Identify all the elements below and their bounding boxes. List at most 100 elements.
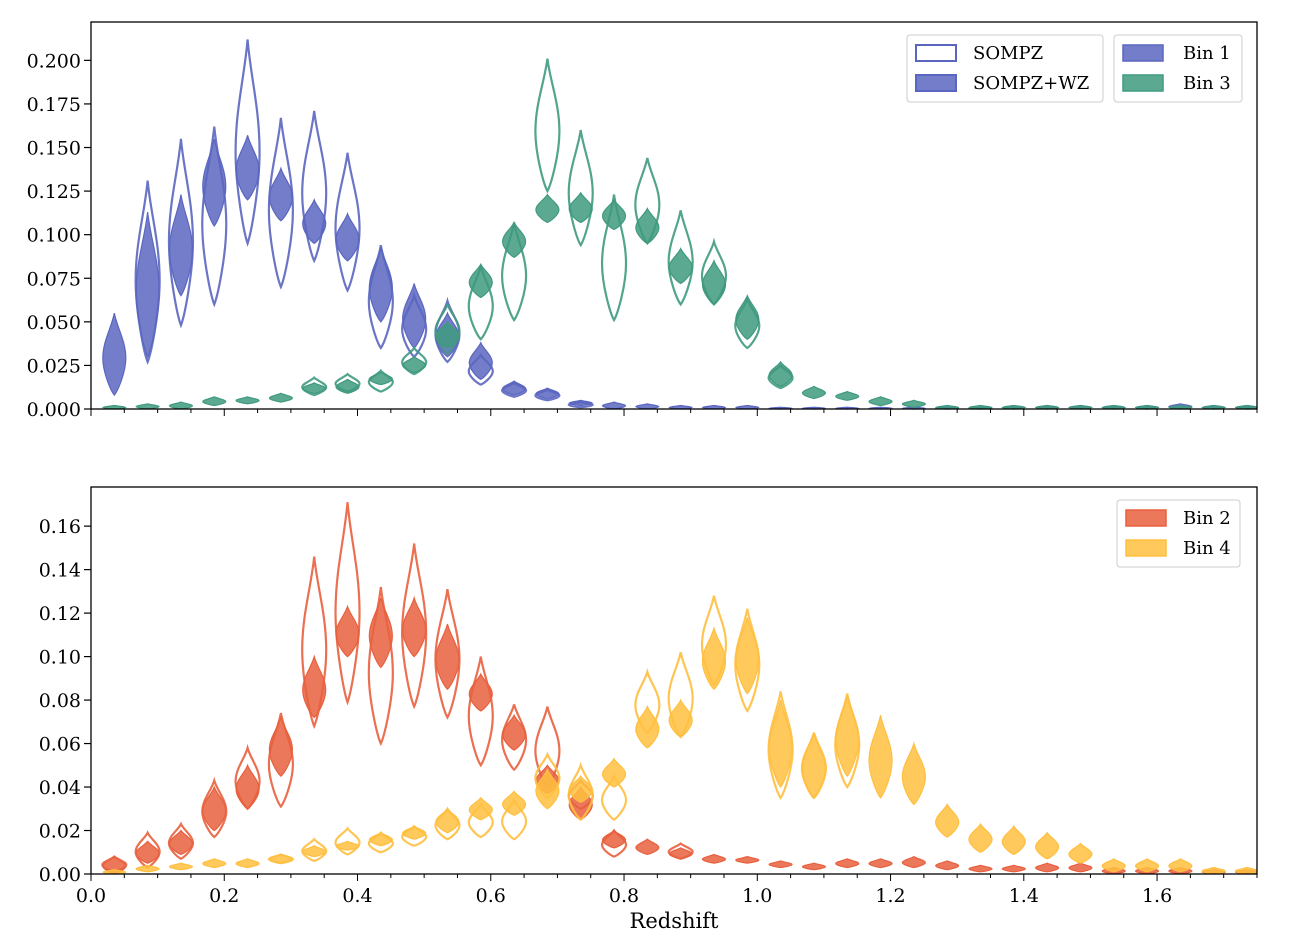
bin-2-sompz-wz-violin <box>135 840 160 864</box>
bin-4-sompz-wz-violin <box>435 807 460 834</box>
bin-4-sompz-violin <box>334 826 361 856</box>
bin-4-sompz-wz-violin <box>868 715 893 799</box>
bin-3-sompz-violin <box>500 222 528 322</box>
bin-1-sompz-wz-violin <box>635 403 660 410</box>
bin-4-sompz-wz-violin <box>235 858 260 869</box>
bin-2-sompz-wz-violin <box>168 829 194 856</box>
legend-label: Bin 3 <box>1183 73 1231 94</box>
bottom-plot-frame <box>90 486 1258 875</box>
bin-2-sompz-wz-violin <box>202 785 227 832</box>
bin-2-sompz-wz-violin <box>1035 862 1060 873</box>
bottom-y-axis: 0.00 0.02 0.04 0.06 0.08 0.10 0.12 0.14 0.16 <box>39 516 91 886</box>
x-tick-label: 1.2 <box>875 885 905 907</box>
bin-1-sompz-wz-violin <box>102 313 127 396</box>
bin-4-sompz-wz-violin <box>668 698 693 738</box>
bin-2-sompz-wz-violin <box>668 847 693 860</box>
legend-label: Bin 4 <box>1183 538 1231 559</box>
bin-2-sompz-violin <box>434 589 461 720</box>
bin-4-sompz-violin <box>301 837 328 863</box>
bin-3-sompz-wz-violin <box>768 360 793 387</box>
bin-4-sompz-wz-violin <box>601 757 627 788</box>
x-tick-label: 0.2 <box>209 885 239 907</box>
top-panel: 0.000 0.025 0.050 0.075 0.100 0.125 0.150 0.175… <box>27 21 1258 421</box>
y-tick-label: 0.075 <box>27 268 81 290</box>
bin-2-sompz-wz-violin <box>1001 864 1026 873</box>
bin-3-sompz-violin <box>401 345 428 376</box>
bin-4-sompz-violin <box>767 691 794 800</box>
bin-1-sompz-wz-violin <box>535 387 560 400</box>
bin-2-sompz-wz-violin <box>968 864 993 873</box>
bin-3-sompz-wz-violin <box>601 198 627 231</box>
y-tick-label: 0.100 <box>27 225 81 247</box>
bin-4-sompz-wz-violin <box>302 845 327 858</box>
bin-4-sompz-wz-violin <box>268 853 293 864</box>
bin-1-sompz-wz-violin <box>268 166 293 222</box>
bin-4-sompz-wz-violin <box>1201 866 1226 875</box>
bin-4-sompz-wz-violin <box>1001 824 1026 856</box>
bin-3-sompz-wz-violin <box>635 207 660 245</box>
bin-1-sompz-violin <box>267 117 294 290</box>
y-tick-label: 0.050 <box>27 312 81 334</box>
top-legend: SOMPZ SOMPZ+WZ Bin 1 Bin 3 <box>906 34 1243 103</box>
bottom-panel: 0.00 0.02 0.04 0.06 0.08 0.10 0.12 0.14 0.16 0.0… <box>39 486 1258 933</box>
bin-2-sompz-violin <box>401 543 428 710</box>
top-plot-frame <box>90 21 1258 410</box>
bin-2-sompz-wz-violin <box>1068 862 1093 873</box>
bin-4-sompz-wz-violin <box>901 741 926 806</box>
bin-2-sompz-wz-violin <box>901 855 926 869</box>
bin-swatch <box>1125 539 1167 557</box>
bin-2-sompz-violin <box>301 556 328 729</box>
bin-1-sompz-wz-violin <box>368 246 393 323</box>
bin-3-sompz-wz-violin <box>801 385 827 400</box>
bin-2-sompz-wz-violin <box>868 858 893 869</box>
bin-4-sompz-wz-violin <box>1168 858 1193 873</box>
bin-4-sompz-wz-violin <box>835 695 860 778</box>
y-tick-label: 0.125 <box>27 181 81 203</box>
legend-label: SOMPZ <box>973 43 1043 64</box>
bin-3-sompz-wz-violin <box>735 293 760 340</box>
sompz-wz-swatch <box>915 74 957 92</box>
bin-4-sompz-wz-violin <box>768 699 793 789</box>
legend-label: Bin 1 <box>1183 43 1231 64</box>
bin-4-sompz-violin <box>500 797 528 841</box>
bin-1-sompz-wz-violin <box>235 135 260 201</box>
bin-1-sompz-wz-violin <box>135 211 160 359</box>
bin-3-sompz-wz-violin <box>435 320 460 349</box>
bin-3-sompz-wz-violin <box>468 262 493 299</box>
x-tick-label: 1.0 <box>742 885 772 907</box>
bin-2-sompz-wz-violin <box>935 860 960 871</box>
bin-swatch <box>1122 44 1164 62</box>
x-tick-label: 0.0 <box>76 885 106 907</box>
bin-2-sompz-wz-violin <box>402 595 427 658</box>
bin-4-sompz-wz-violin <box>1134 858 1160 873</box>
bin-3-sompz-wz-violin <box>568 191 593 224</box>
y-tick-label: 0.04 <box>39 777 81 799</box>
top-x-axis <box>90 409 1258 416</box>
y-tick-label: 0.00 <box>39 864 81 886</box>
y-tick-label: 0.06 <box>39 734 81 756</box>
sompz-swatch <box>915 44 957 62</box>
y-tick-label: 0.025 <box>27 355 81 377</box>
x-tick-label: 0.4 <box>342 885 372 907</box>
bin-4-sompz-wz-violin <box>801 732 827 799</box>
x-axis-label: Redshift <box>630 909 719 933</box>
bin-2-sompz-wz-violin <box>801 862 827 871</box>
bin-4-sompz-wz-violin <box>535 768 560 810</box>
bin-swatch <box>1122 74 1164 92</box>
y-tick-label: 0.14 <box>39 560 81 582</box>
bin-4-sompz-wz-violin <box>968 822 993 853</box>
bin-3-sompz-wz-violin <box>268 392 293 403</box>
bin-3-sompz-wz-violin <box>701 259 727 306</box>
bin-4-sompz-wz-violin <box>335 840 360 851</box>
bin-3-sompz-violin <box>301 376 328 397</box>
bin-4-sompz-wz-violin <box>368 831 393 847</box>
bin-4-sompz-violin <box>467 802 494 839</box>
bin-3-sompz-wz-violin <box>901 399 926 408</box>
bin-1-sompz-violin <box>134 180 161 365</box>
bin-3-sompz-wz-violin <box>302 382 327 394</box>
bin-4-sompz-wz-violin <box>468 796 493 821</box>
x-tick-label: 1.4 <box>1009 885 1039 907</box>
bin-3-sompz-wz-violin <box>335 378 360 394</box>
bin-2-sompz-wz-violin <box>302 654 327 719</box>
